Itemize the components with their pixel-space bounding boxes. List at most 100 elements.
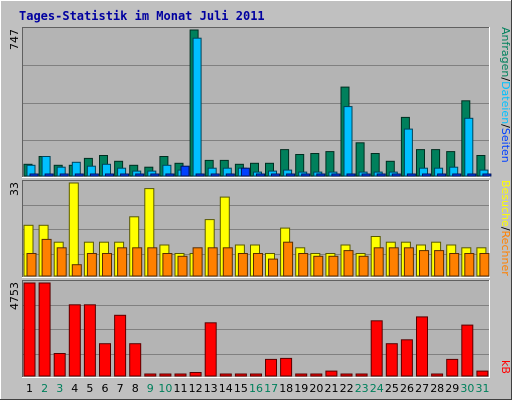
bar-seiten-day-20 [316, 173, 326, 177]
x-tick-day-23: 23 [355, 382, 369, 395]
bar-kb-day-2 [38, 282, 51, 377]
bar-kb-day-13 [204, 322, 217, 377]
bar-seiten-day-26 [406, 173, 416, 177]
x-tick-day-6: 6 [102, 382, 109, 395]
right-label-top-part: Anfragen [499, 27, 512, 77]
right-label-top-part: Seiten [499, 128, 512, 163]
bar-rechner-day-11 [177, 255, 188, 277]
bar-seiten-day-16 [256, 173, 265, 177]
x-tick-day-10: 10 [158, 382, 172, 395]
bar-seiten-day-5 [89, 173, 99, 177]
right-label-top-part: / [499, 77, 512, 81]
bar-kb-day-25 [385, 343, 398, 377]
bar-besuche-day-4 [68, 182, 79, 277]
bar-kb-day-1 [23, 282, 36, 377]
bar-kb-day-9 [144, 373, 157, 377]
bar-kb-day-28 [431, 373, 444, 377]
bar-dateien-day-26 [403, 128, 413, 177]
bar-rechner-day-30 [464, 253, 475, 277]
bar-kb-day-14 [219, 373, 232, 377]
bar-rechner-day-19 [298, 253, 309, 277]
bar-kb-day-12 [189, 372, 202, 377]
x-tick-day-24: 24 [370, 382, 384, 395]
x-tick-day-21: 21 [325, 382, 339, 395]
x-tick-day-31: 31 [476, 382, 490, 395]
x-tick-day-20: 20 [309, 382, 323, 395]
bar-seiten-day-8 [135, 173, 145, 177]
bar-rechner-day-2 [41, 238, 52, 277]
right-label-bottom-part: kB [499, 360, 512, 374]
bar-seiten-day-14 [225, 173, 235, 177]
x-tick-day-13: 13 [204, 382, 218, 395]
bar-kb-day-20 [310, 373, 323, 377]
bar-kb-day-10 [159, 373, 172, 377]
bar-rechner-day-31 [479, 253, 490, 277]
bar-seiten-day-10 [165, 173, 175, 177]
bar-rechner-day-22 [343, 250, 354, 277]
bar-rechner-day-7 [117, 247, 128, 277]
x-tick-day-30: 30 [460, 382, 474, 395]
bar-seiten-day-2 [44, 173, 54, 177]
right-label-top-part: / [499, 124, 512, 128]
bar-rechner-day-24 [373, 247, 384, 277]
bar-kb-day-4 [68, 304, 81, 377]
bar-rechner-day-12 [192, 247, 203, 277]
bar-rechner-day-3 [56, 247, 67, 277]
x-tick-day-26: 26 [400, 382, 414, 395]
bar-kb-day-21 [325, 370, 338, 377]
x-tick-day-7: 7 [117, 382, 124, 395]
panel-bottom-ymax-label: 4753 [8, 282, 21, 310]
panel-top-ymax-label: 747 [8, 29, 21, 50]
x-tick-day-15: 15 [234, 382, 248, 395]
right-label-middle-part: Rechner [499, 231, 512, 277]
bar-kb-day-27 [416, 316, 428, 377]
x-tick-day-9: 9 [147, 382, 154, 395]
bar-kb-day-29 [446, 358, 459, 377]
bar-rechner-day-9 [147, 247, 158, 277]
right-label-middle: Besuche/Rechner [499, 180, 512, 276]
bar-dateien-day-2 [41, 156, 51, 177]
bar-rechner-day-1 [26, 253, 37, 277]
x-tick-day-14: 14 [219, 382, 233, 395]
bar-seiten-day-7 [120, 173, 130, 177]
bar-seiten-day-11 [180, 165, 190, 177]
bar-kb-day-26 [400, 339, 413, 377]
bar-kb-day-7 [114, 314, 127, 377]
y-axis-max-labels: 747 33 4753 [8, 29, 21, 310]
bar-rechner-day-28 [434, 250, 445, 277]
bar-kb-day-5 [83, 304, 96, 377]
chart-title: Tages-Statistik im Monat Juli 2011 [19, 9, 265, 23]
x-tick-day-16: 16 [249, 382, 263, 395]
bar-kb-day-11 [174, 373, 187, 377]
bar-seiten-day-25 [391, 173, 401, 177]
bar-seiten-day-17 [271, 173, 280, 177]
bar-kb-day-3 [53, 353, 66, 377]
x-axis-day-labels: 1 2 3 4 5 6 7 8 9 10 11 12 13 14 15 16 17 18 19 20 21 22 23 24 2… [26, 382, 490, 395]
chart-bars [23, 29, 492, 377]
right-label-top-part: Dateien [499, 81, 512, 124]
bar-seiten-day-19 [301, 173, 311, 177]
bar-dateien-day-22 [343, 106, 353, 177]
bar-rechner-day-29 [449, 253, 460, 277]
bar-seiten-day-30 [467, 173, 477, 177]
bar-seiten-day-28 [437, 173, 447, 177]
bar-seiten-day-22 [346, 173, 356, 177]
right-label-middle-part: / [499, 227, 512, 231]
bar-seiten-day-15 [240, 167, 250, 177]
bar-kb-day-15 [234, 373, 247, 377]
bar-rechner-day-4 [71, 264, 82, 277]
x-tick-day-18: 18 [279, 382, 293, 395]
x-tick-day-2: 2 [41, 382, 48, 395]
x-tick-day-5: 5 [86, 382, 93, 395]
x-tick-day-8: 8 [132, 382, 139, 395]
bar-rechner-day-5 [86, 253, 97, 277]
bar-kb-day-17 [265, 358, 277, 377]
bar-kb-day-24 [370, 320, 383, 377]
bar-rechner-day-13 [207, 247, 218, 277]
bar-rechner-day-26 [403, 247, 414, 277]
x-tick-day-4: 4 [71, 382, 78, 395]
bar-rechner-day-8 [132, 247, 143, 277]
bar-kb-day-18 [280, 357, 293, 377]
x-tick-day-28: 28 [430, 382, 444, 395]
